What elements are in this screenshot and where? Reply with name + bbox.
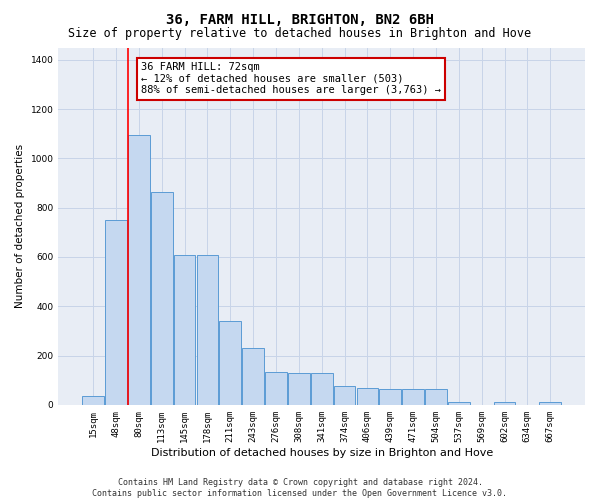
Bar — [82, 396, 104, 405]
Bar — [494, 402, 515, 405]
Bar — [105, 220, 127, 405]
Bar — [448, 402, 470, 405]
Bar — [242, 348, 264, 405]
Bar — [151, 192, 173, 405]
Text: 36 FARM HILL: 72sqm
← 12% of detached houses are smaller (503)
88% of semi-detac: 36 FARM HILL: 72sqm ← 12% of detached ho… — [141, 62, 441, 96]
Bar — [220, 321, 241, 405]
Bar — [402, 389, 424, 405]
Bar — [128, 135, 150, 405]
Text: Contains HM Land Registry data © Crown copyright and database right 2024.
Contai: Contains HM Land Registry data © Crown c… — [92, 478, 508, 498]
Bar — [334, 386, 355, 405]
Bar — [265, 372, 287, 405]
Bar — [197, 254, 218, 405]
Bar — [288, 373, 310, 405]
Bar — [379, 389, 401, 405]
Bar — [311, 373, 332, 405]
Y-axis label: Number of detached properties: Number of detached properties — [15, 144, 25, 308]
Text: Size of property relative to detached houses in Brighton and Hove: Size of property relative to detached ho… — [68, 28, 532, 40]
Bar — [174, 254, 196, 405]
Bar — [356, 388, 378, 405]
Bar — [539, 402, 561, 405]
Text: 36, FARM HILL, BRIGHTON, BN2 6BH: 36, FARM HILL, BRIGHTON, BN2 6BH — [166, 12, 434, 26]
X-axis label: Distribution of detached houses by size in Brighton and Hove: Distribution of detached houses by size … — [151, 448, 493, 458]
Bar — [425, 389, 447, 405]
